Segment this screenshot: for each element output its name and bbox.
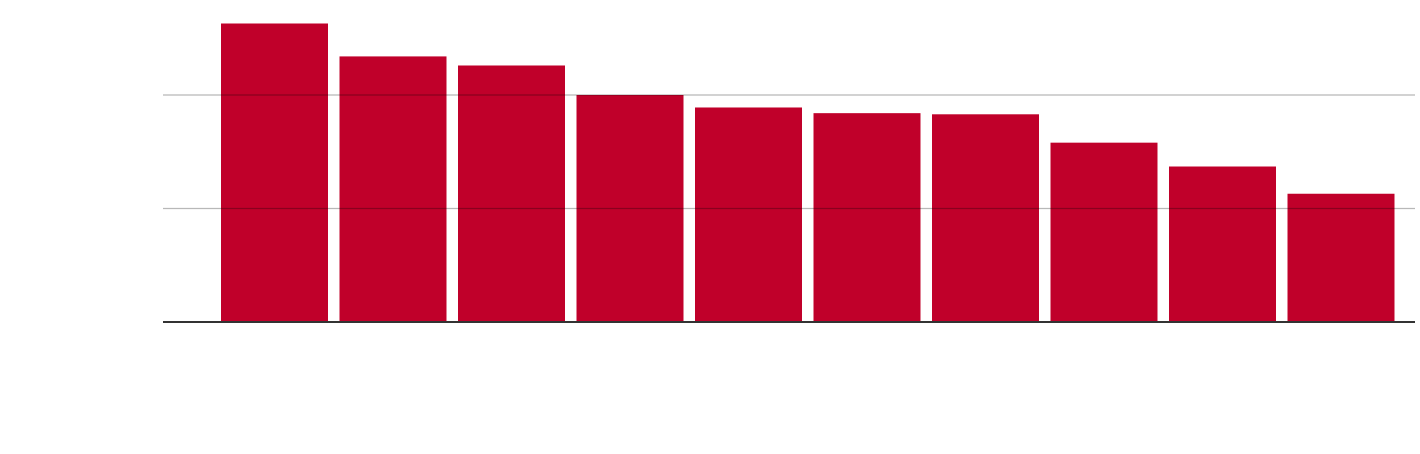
bar (813, 113, 921, 322)
bar (576, 95, 684, 322)
bar (932, 114, 1039, 322)
bar (695, 107, 802, 322)
bar (221, 23, 328, 323)
bar (339, 56, 447, 322)
bar (1169, 166, 1276, 322)
bar (1050, 142, 1158, 322)
bar (1287, 193, 1395, 322)
bar (458, 65, 565, 323)
